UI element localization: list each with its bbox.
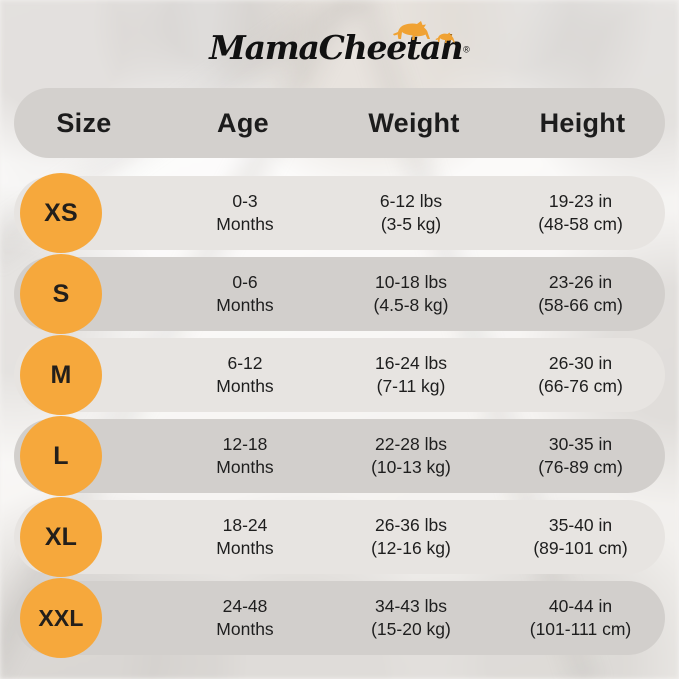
height-line-2: (48-58 cm) [538,214,623,234]
weight-line-1: 16-24 lbs [375,353,447,373]
height-line-2: (66-76 cm) [538,376,623,396]
table-row: M 6-12 Months 16-24 lbs (7-11 kg) 26-30 … [14,335,665,415]
table-header-row: Size Age Weight Height [14,88,665,158]
size-badge: XL [20,497,102,577]
weight-line-1: 22-28 lbs [375,434,447,454]
height-cell: 35-40 in (89-101 cm) [496,514,665,560]
height-line-1: 19-23 in [548,191,613,211]
height-line-1: 40-44 in [548,596,613,616]
weight-cell: 26-36 lbs (12-16 kg) [326,514,496,560]
size-badge: XXL [20,578,102,658]
age-line-1: 0-6 [232,272,258,292]
weight-line-2: (15-20 kg) [371,619,451,639]
size-badge: S [20,254,102,334]
weight-line-1: 34-43 lbs [375,596,447,616]
age-line-2: Months [216,538,274,558]
height-cell: 19-23 in (48-58 cm) [496,190,665,236]
height-line-1: 26-30 in [548,353,613,373]
column-header-weight: Weight [368,107,460,138]
height-line-1: 30-35 in [548,434,613,454]
table-row: XS 0-3 Months 6-12 lbs (3-5 kg) 19-23 in… [14,173,665,253]
table-row: L 12-18 Months 22-28 lbs (10-13 kg) 30-3… [14,416,665,496]
age-line-2: Months [216,295,274,315]
age-line-2: Months [216,457,274,477]
table-row: XXL 24-48 Months 34-43 lbs (15-20 kg) 40… [14,578,665,658]
weight-line-2: (12-16 kg) [371,538,451,558]
brand-logo: MamaCheetah® [0,18,679,76]
age-line-1: 6-12 [227,353,263,373]
weight-cell: 16-24 lbs (7-11 kg) [326,352,496,398]
height-line-2: (101-111 cm) [529,619,632,639]
weight-line-2: (7-11 kg) [376,376,446,396]
age-line-1: 12-18 [222,434,268,454]
weight-cell: 6-12 lbs (3-5 kg) [326,190,496,236]
age-line-2: Months [216,376,274,396]
age-cell: 0-3 Months [164,190,326,236]
age-line-2: Months [216,619,274,639]
column-header-age: Age [217,107,269,138]
column-header-height: Height [539,107,626,138]
cheetah-icon [392,20,455,43]
height-line-1: 23-26 in [548,272,613,292]
weight-line-2: (4.5-8 kg) [373,295,449,315]
weight-line-2: (3-5 kg) [380,214,442,234]
weight-cell: 10-18 lbs (4.5-8 kg) [326,271,496,317]
height-cell: 26-30 in (66-76 cm) [496,352,665,398]
height-cell: 30-35 in (76-89 cm) [496,433,665,479]
height-line-2: (76-89 cm) [538,457,623,477]
size-badge: XS [20,173,102,253]
table-row: S 0-6 Months 10-18 lbs (4.5-8 kg) 23-26 … [14,254,665,334]
weight-line-1: 26-36 lbs [375,515,447,535]
column-header-size: Size [56,107,112,138]
size-badge: L [20,416,102,496]
age-cell: 24-48 Months [164,595,326,641]
age-cell: 12-18 Months [164,433,326,479]
weight-cell: 34-43 lbs (15-20 kg) [326,595,496,641]
weight-line-2: (10-13 kg) [371,457,451,477]
age-line-1: 0-3 [232,191,258,211]
age-cell: 6-12 Months [164,352,326,398]
weight-cell: 22-28 lbs (10-13 kg) [326,433,496,479]
height-cell: 23-26 in (58-66 cm) [496,271,665,317]
height-line-2: (89-101 cm) [533,538,628,558]
weight-line-1: 6-12 lbs [379,191,443,211]
size-badge: M [20,335,102,415]
age-line-2: Months [216,214,274,234]
height-cell: 40-44 in (101-111 cm) [496,595,665,641]
table-row: XL 18-24 Months 26-36 lbs (12-16 kg) 35-… [14,497,665,577]
height-line-2: (58-66 cm) [538,295,623,315]
age-line-1: 24-48 [222,596,268,616]
height-line-1: 35-40 in [548,515,613,535]
registered-mark: ® [463,44,470,55]
age-line-1: 18-24 [222,515,268,535]
age-cell: 18-24 Months [164,514,326,560]
age-cell: 0-6 Months [164,271,326,317]
weight-line-1: 10-18 lbs [375,272,447,292]
